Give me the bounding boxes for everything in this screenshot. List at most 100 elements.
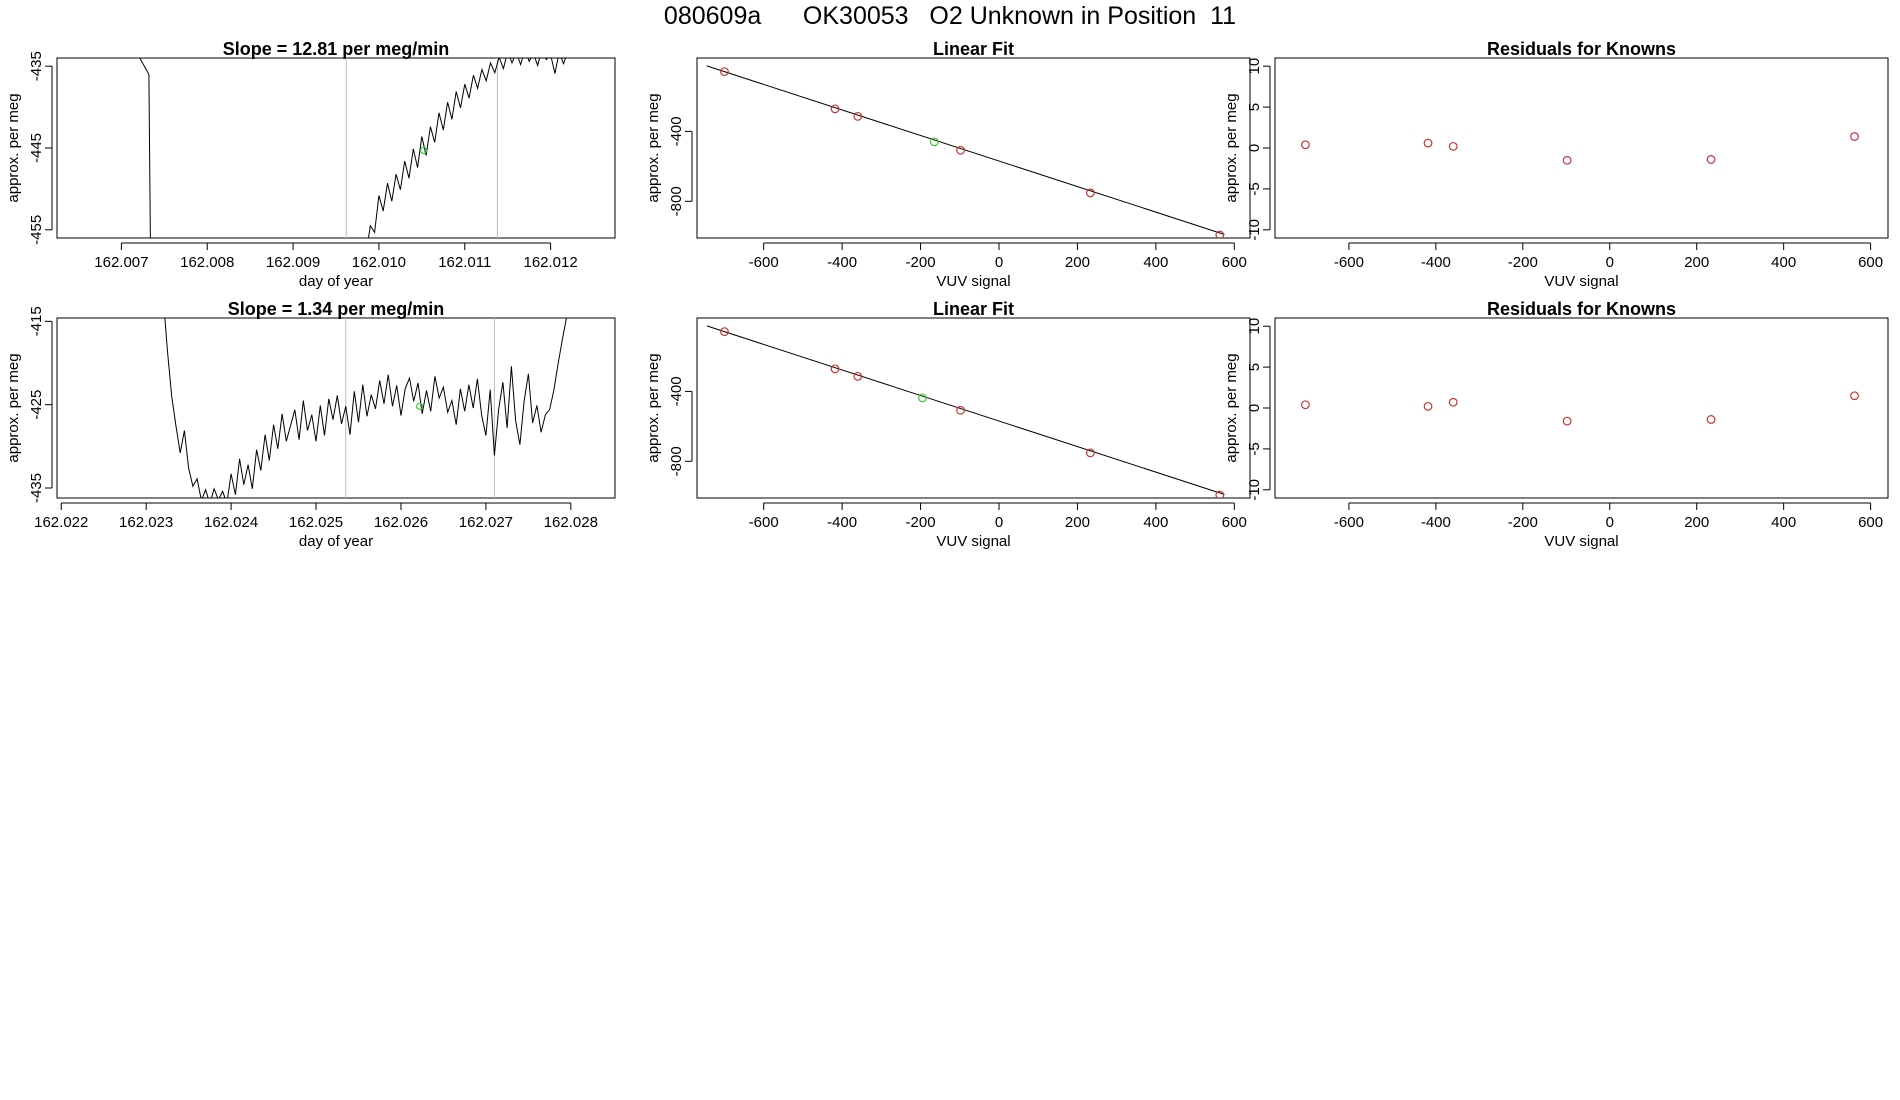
x-tick-label: 162.008 [180, 254, 234, 271]
x-tick-label: 400 [1143, 254, 1168, 271]
x-tick-label: 200 [1684, 254, 1709, 271]
panel-ts2: Slope = 1.34 per meg/min 162.022 162.023 16… [5, 299, 616, 550]
y-tick-label: 10 [1246, 58, 1263, 75]
x-tick-label: 400 [1771, 514, 1796, 531]
x-tick-label: 162.007 [94, 254, 148, 271]
known-point [1215, 230, 1225, 238]
y-tick-label: 5 [1246, 103, 1263, 111]
known-point [1301, 400, 1310, 410]
known-point [853, 371, 863, 381]
x-tick-label: -200 [1508, 254, 1538, 271]
y-axis-label: approx. per meg [645, 93, 662, 202]
y-tick-label: -5 [1246, 182, 1263, 195]
plot-area [1301, 391, 1859, 426]
y-axis-label: approx. per meg [5, 93, 22, 202]
x-tick-label: 400 [1771, 254, 1796, 271]
x-tick-label: 162.024 [204, 514, 258, 531]
x-tick-label: 600 [1858, 514, 1883, 531]
y-tick-label: -400 [668, 376, 685, 406]
x-tick-label: 162.023 [119, 514, 173, 531]
x-tick-label: 162.026 [374, 514, 428, 531]
known-point [1085, 188, 1095, 198]
x-tick-label: 0 [1606, 254, 1614, 271]
x-tick-label: 600 [1858, 254, 1883, 271]
chart-title: Slope = 12.81 per meg/min [223, 39, 450, 59]
y-tick-label: -425 [28, 390, 45, 420]
panel-fit2: Linear Fit -600 -400 -200 0 200 400 600 VUV sign… [645, 299, 1251, 550]
plot-frame [56, 57, 616, 239]
panel-res1: Residuals for Knowns -600 -400 -200 0 200 400 6… [1223, 39, 1889, 290]
x-tick-label: 162.009 [266, 254, 320, 271]
x-tick-label: 0 [995, 514, 1003, 531]
x-tick-label: -600 [1334, 254, 1364, 271]
x-axis-label: day of year [299, 533, 373, 550]
x-tick-label: -600 [749, 514, 779, 531]
x-tick-label: 200 [1684, 514, 1709, 531]
known-point [1085, 448, 1095, 458]
known-point [1448, 141, 1458, 151]
fit-line [706, 65, 1225, 235]
y-tick-label: 10 [1246, 318, 1263, 335]
plot-frame [1274, 317, 1889, 499]
known-point [830, 364, 840, 374]
plot-frame [1274, 57, 1889, 239]
known-point [1562, 416, 1572, 426]
y-tick-label: 0 [1246, 144, 1263, 152]
unknown-point [419, 146, 428, 155]
y-axis-label: approx. per meg [1223, 353, 1240, 462]
y-tick-label: -445 [28, 133, 45, 163]
plot-area [139, 58, 567, 238]
known-point [1850, 391, 1859, 401]
known-point [1706, 155, 1716, 164]
x-axis-label: VUV signal [936, 273, 1010, 290]
plot-frame [696, 57, 1251, 239]
x-tick-label: -600 [749, 254, 779, 271]
y-tick-label: -415 [28, 306, 45, 336]
known-point [1850, 132, 1859, 141]
x-tick-label: -200 [1508, 514, 1538, 531]
fit-line [706, 325, 1225, 495]
x-tick-label: -200 [906, 514, 936, 531]
x-tick-label: -400 [1421, 254, 1451, 271]
unknown-point [918, 393, 927, 403]
y-axis-label: approx. per meg [645, 353, 662, 462]
y-tick-label: -5 [1246, 442, 1263, 455]
x-axis-label: VUV signal [936, 533, 1010, 550]
x-tick-label: -400 [827, 254, 857, 271]
chart-title: Linear Fit [933, 39, 1014, 59]
y-tick-label: -800 [668, 446, 685, 476]
known-point [720, 327, 729, 337]
y-tick-label: 5 [1246, 363, 1263, 371]
y-tick-label: -10 [1246, 479, 1263, 501]
known-point [1215, 490, 1225, 498]
plot-area [706, 325, 1225, 498]
plot-area [164, 318, 567, 498]
plot-area [1301, 132, 1859, 165]
y-tick-label: -455 [28, 215, 45, 245]
known-point [1423, 401, 1433, 411]
x-tick-label: 162.028 [544, 514, 598, 531]
known-point [956, 145, 965, 155]
panel-fit1: Linear Fit -600 -400 -200 0 200 400 600 VUV sign… [645, 39, 1251, 290]
known-point [853, 111, 863, 121]
panel-res2: Residuals for Knowns -600 -400 -200 0 200 400 6… [1223, 299, 1889, 550]
unknown-point [929, 137, 939, 147]
x-tick-label: -200 [906, 254, 936, 271]
x-tick-label: 162.012 [523, 254, 577, 271]
y-tick-label: -435 [28, 473, 45, 503]
y-axis-label: approx. per meg [5, 353, 22, 462]
known-point [830, 104, 840, 114]
y-tick-label: 0 [1246, 404, 1263, 412]
x-tick-label: 0 [1606, 514, 1614, 531]
known-point [1448, 397, 1458, 407]
x-axis-label: day of year [299, 273, 373, 290]
chart-title: Residuals for Knowns [1487, 299, 1676, 319]
x-axis-label: VUV signal [1544, 533, 1618, 550]
x-tick-label: -600 [1334, 514, 1364, 531]
x-tick-label: 400 [1143, 514, 1168, 531]
x-tick-label: -400 [827, 514, 857, 531]
x-tick-label: -400 [1421, 514, 1451, 531]
x-tick-label: 200 [1065, 254, 1090, 271]
y-tick-label: -10 [1246, 219, 1263, 241]
unknown-point [416, 402, 424, 410]
